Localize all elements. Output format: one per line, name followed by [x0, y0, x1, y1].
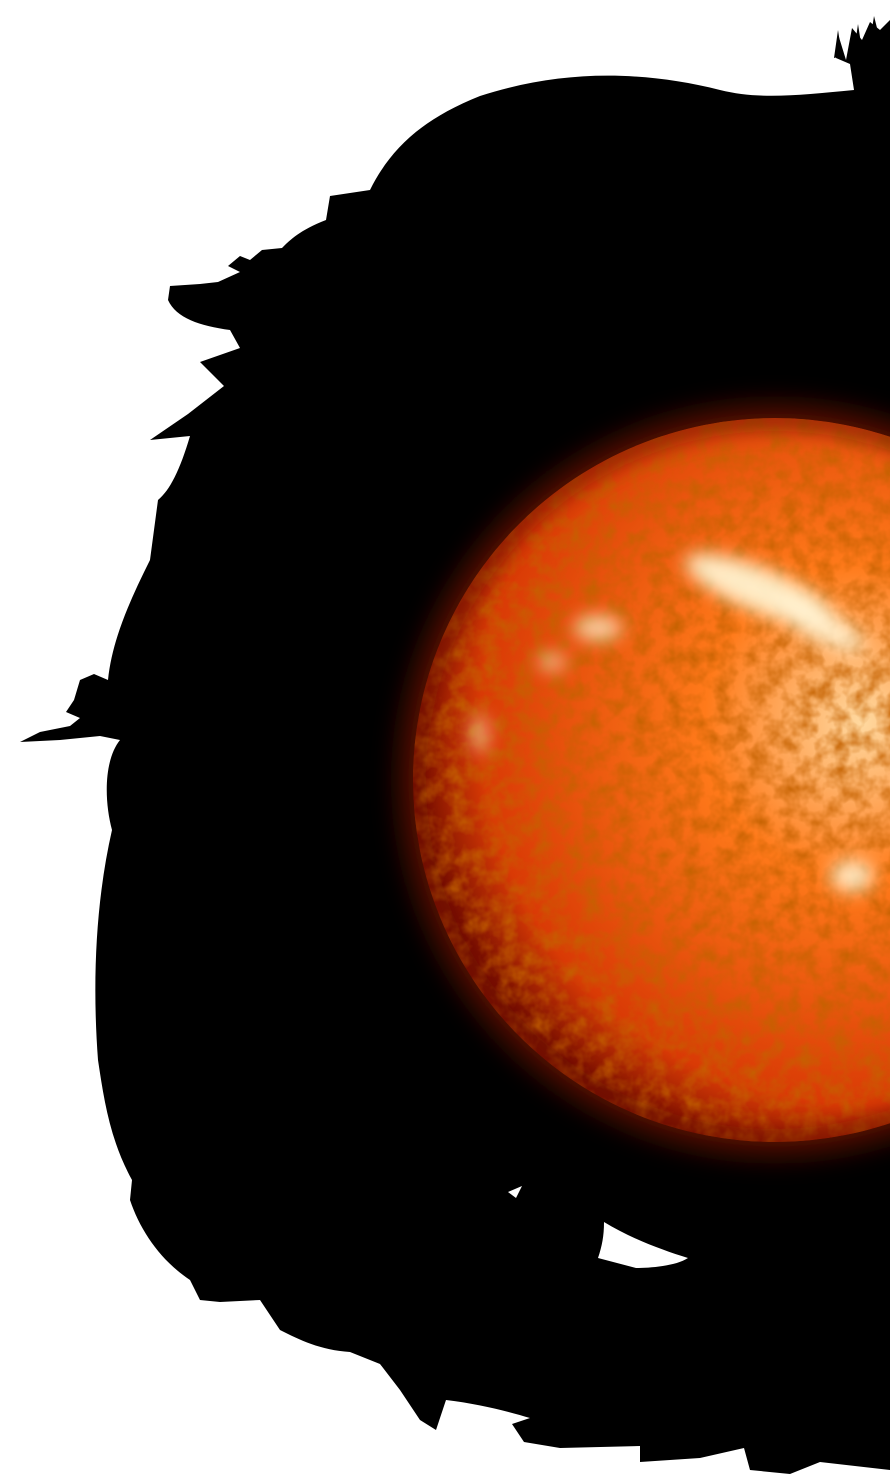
sun-active-regions: [472, 553, 874, 892]
sun-icon: [413, 418, 890, 1142]
ink-drip-shape: [834, 16, 880, 58]
ink-gap-shape: [598, 1222, 688, 1268]
ink-gap-shape-small: [508, 1186, 522, 1198]
